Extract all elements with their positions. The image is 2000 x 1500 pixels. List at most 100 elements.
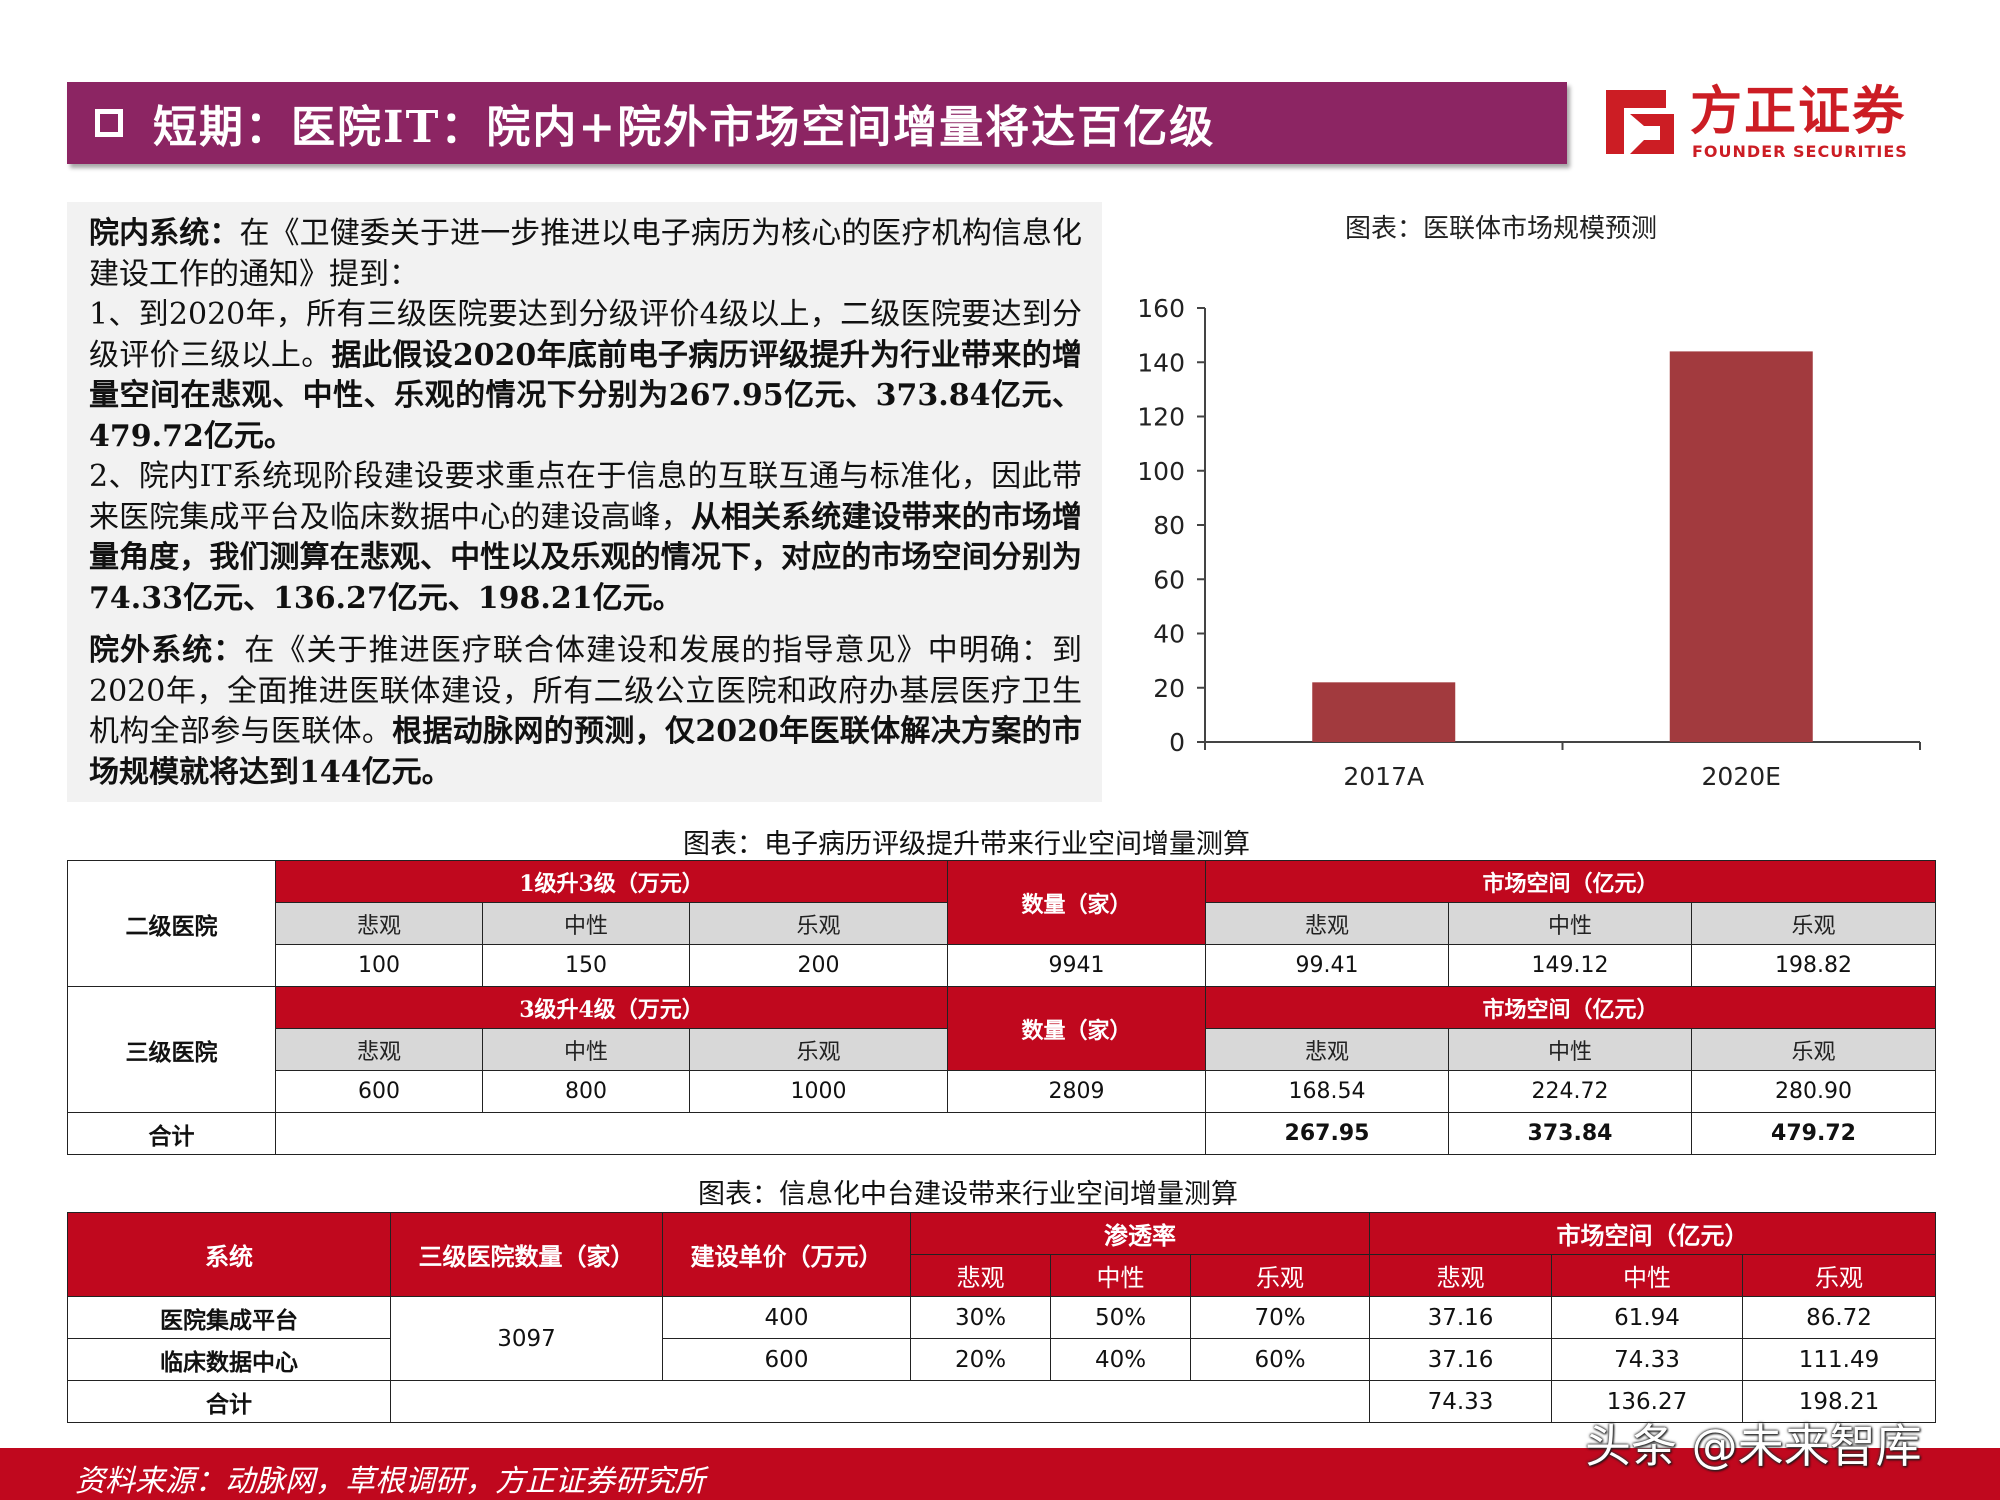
bar <box>1312 682 1456 742</box>
table-row: 临床数据中心 600 20% 40% 60% 37.16 74.33 111.4… <box>67 1338 1937 1381</box>
square-bullet-icon <box>95 109 123 137</box>
header-price-level1-3: 1级升3级（万元） <box>275 860 948 903</box>
y-tick-label: 60 <box>1153 565 1185 594</box>
header-bull: 乐观 <box>689 1028 948 1071</box>
header-count: 数量（家） <box>947 986 1206 1071</box>
bar <box>1669 351 1813 742</box>
table-cell: 400 <box>662 1296 911 1339</box>
table-cell: 37.16 <box>1369 1296 1553 1339</box>
x-tick-label: 2017A <box>1343 762 1424 791</box>
page-title: 短期：医院IT：院内+院外市场空间增量将达百亿级 <box>153 102 1216 153</box>
table-cell-empty <box>389 1380 1371 1423</box>
y-tick-label: 80 <box>1153 511 1185 540</box>
header-bull: 乐观 <box>1189 1254 1371 1297</box>
header-bear: 悲观 <box>910 1254 1051 1297</box>
table-cell: 60% <box>1189 1338 1371 1381</box>
system-name: 医院集成平台 <box>67 1296 391 1339</box>
header-hospital-count: 三级医院数量（家） <box>390 1212 663 1297</box>
table-cell: 100 <box>275 944 483 987</box>
table-cell: 50% <box>1050 1296 1191 1339</box>
table-cell: 70% <box>1189 1296 1371 1339</box>
paragraph-lead: 院内系统： <box>89 216 240 251</box>
y-tick-label: 120 <box>1137 403 1185 432</box>
header-market: 市场空间（亿元） <box>1204 860 1937 903</box>
header-bear: 悲观 <box>1205 1028 1449 1071</box>
header-market: 市场空间（亿元） <box>1369 1212 1937 1255</box>
table-row: 100 150 200 9941 99.41 149.12 198.82 <box>68 944 1937 987</box>
table-cell: 600 <box>275 1070 483 1113</box>
table-cell: 99.41 <box>1205 944 1449 987</box>
table-cell: 1000 <box>689 1070 948 1113</box>
table-row: 医院集成平台 3097 400 30% 50% 70% 37.16 61.94 … <box>67 1296 1937 1381</box>
founder-securities-logo: 方正证券 FOUNDER SECURITIES <box>1600 82 1930 162</box>
table-cell: 280.90 <box>1690 1070 1937 1113</box>
watermark: 头条 @未来智库 <box>1585 1419 1922 1473</box>
header-system: 系统 <box>67 1212 391 1297</box>
row-label-tertiary-hospital: 三级医院 <box>67 986 276 1113</box>
header-neutral: 中性 <box>1050 1254 1191 1297</box>
title-bar: 短期：医院IT：院内+院外市场空间增量将达百亿级 <box>67 82 1567 164</box>
system-name: 临床数据中心 <box>67 1338 391 1381</box>
header-neutral: 中性 <box>482 1028 690 1071</box>
y-tick-label: 40 <box>1153 620 1185 649</box>
y-tick-label: 160 <box>1137 294 1185 323</box>
footer-bar: 资料来源：动脉网，草根调研，方正证券研究所 <box>0 1448 2000 1500</box>
table1-caption: 图表：电子病历评级提升带来行业空间增量测算 <box>683 829 1250 860</box>
table-cell: 150 <box>482 944 690 987</box>
emr-upgrade-table: 二级医院 1级升3级（万元） 数量（家） 市场空间（亿元） 悲观 中性 乐观 悲… <box>67 860 1937 1155</box>
table-cell: 37.16 <box>1369 1338 1553 1381</box>
header-bear: 悲观 <box>1205 902 1449 945</box>
table-cell: 30% <box>910 1296 1051 1339</box>
table-total-row: 合计 74.33 136.27 198.21 <box>67 1380 1937 1423</box>
table-cell-empty <box>275 1112 1206 1155</box>
paragraph-point-1: 1、到2020年，所有三级医院要达到分级评价4级以上，二级医院要达到分级评价三级… <box>89 297 1083 454</box>
header-count: 数量（家） <box>947 860 1206 945</box>
total-label: 合计 <box>67 1112 276 1155</box>
header-bear: 悲观 <box>275 902 483 945</box>
table-cell: 800 <box>482 1070 690 1113</box>
founder-logo-icon <box>1606 90 1674 154</box>
header-penetration: 渗透率 <box>909 1212 1371 1255</box>
table-cell: 149.12 <box>1448 944 1692 987</box>
chart-title: 图表：医联体市场规模预测 <box>1345 214 1658 244</box>
table2-caption: 图表：信息化中台建设带来行业空间增量测算 <box>698 1179 1238 1210</box>
source-note: 资料来源：动脉网，草根调研，方正证券研究所 <box>75 1464 705 1499</box>
hospital-count: 3097 <box>390 1296 663 1381</box>
total-neutral: 136.27 <box>1551 1380 1744 1423</box>
table-cell: 20% <box>910 1338 1051 1381</box>
header-neutral: 中性 <box>1448 1028 1692 1071</box>
header-market: 市场空间（亿元） <box>1204 986 1937 1029</box>
y-tick-label: 20 <box>1153 674 1185 703</box>
header-bull: 乐观 <box>1690 1028 1937 1071</box>
total-bull: 479.72 <box>1690 1112 1937 1155</box>
total-bull: 198.21 <box>1742 1380 1937 1423</box>
paragraph-point-2: 2、院内IT系统现阶段建设要求重点在于信息的互联互通与标准化，因此带来医院集成平… <box>89 459 1082 616</box>
logo-english-text: FOUNDER SECURITIES <box>1692 142 1908 161</box>
table-total-row: 合计 267.95 373.84 479.72 <box>67 1112 1937 1155</box>
integration-platform-table: 系统 三级医院数量（家） 建设单价（万元） 渗透率 市场空间（亿元） 悲观 中性… <box>67 1212 1937 1423</box>
table-cell: 9941 <box>947 944 1206 987</box>
y-tick-label: 0 <box>1169 728 1185 757</box>
row-label-secondary-hospital: 二级医院 <box>67 860 276 987</box>
total-label: 合计 <box>67 1380 391 1423</box>
header-bull: 乐观 <box>689 902 948 945</box>
header-bull: 乐观 <box>1690 902 1937 945</box>
paragraph-external-system: 院外系统：在《关于推进医疗联合体建设和发展的指导意见》中明确：到2020年，全面… <box>89 633 1083 790</box>
table-cell: 111.49 <box>1742 1338 1937 1381</box>
table-cell: 86.72 <box>1742 1296 1937 1339</box>
table-cell: 600 <box>662 1338 911 1381</box>
y-tick-label: 100 <box>1137 457 1185 486</box>
table-cell: 168.54 <box>1205 1070 1449 1113</box>
header-price-level3-4: 3级升4级（万元） <box>275 986 948 1029</box>
header-neutral: 中性 <box>482 902 690 945</box>
header-bear: 悲观 <box>275 1028 483 1071</box>
header-neutral: 中性 <box>1551 1254 1744 1297</box>
x-tick-label: 2020E <box>1702 762 1781 791</box>
paragraph-lead: 院外系统： <box>89 633 245 668</box>
table-cell: 40% <box>1050 1338 1191 1381</box>
table-row: 600 800 1000 2809 168.54 224.72 280.90 <box>68 1070 1937 1113</box>
table-cell: 61.94 <box>1551 1296 1744 1339</box>
intro-textbox: 院内系统：在《卫健委关于进一步推进以电子病历为核心的医疗机构信息化建设工作的通知… <box>67 202 1102 802</box>
table-cell: 2809 <box>947 1070 1206 1113</box>
table-cell: 224.72 <box>1448 1070 1692 1113</box>
